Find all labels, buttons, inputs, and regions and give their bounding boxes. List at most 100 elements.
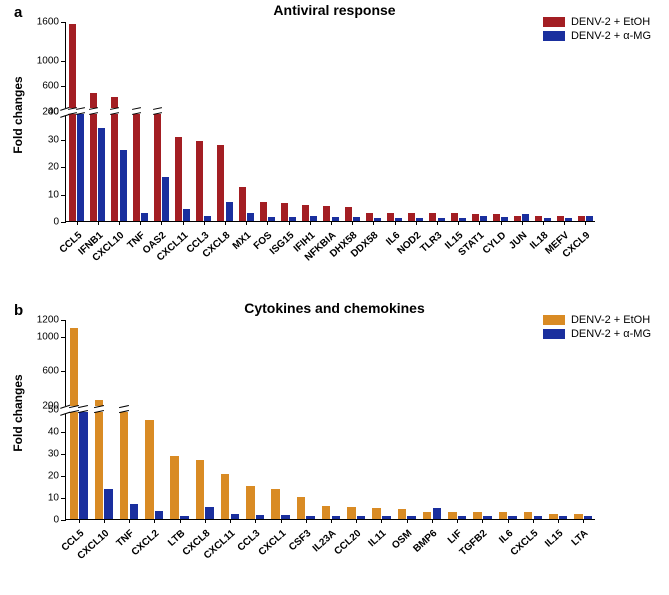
x-tick [230,519,231,523]
x-tick [564,221,565,225]
bar [310,216,317,222]
bar-break [154,108,161,114]
x-tick [205,519,206,523]
bar [535,216,542,222]
bar [130,504,138,519]
bar [271,489,279,519]
bar [183,209,190,221]
x-tick [522,221,523,225]
x-tick [373,221,374,225]
bar-break [79,406,87,412]
bar [95,400,103,519]
bar-break [70,406,78,412]
bar [302,205,309,222]
bar [353,217,360,221]
bar [322,506,330,519]
bar [423,512,431,519]
x-tick [98,221,99,225]
x-tick [331,519,332,523]
bar [438,218,445,221]
x-tick [482,519,483,523]
bar [584,516,592,519]
x-tick [432,519,433,523]
bar [407,516,415,519]
bar [196,141,203,221]
bar [226,202,233,221]
y-tick-label: 600 [42,366,66,377]
x-tick [501,221,502,225]
y-tick-label: 0 [53,217,66,228]
x-tick [129,519,130,523]
bar [357,516,365,519]
panel-b-ylabel: Fold changes [11,374,25,451]
x-tick [533,519,534,523]
x-tick [267,221,268,225]
bar [433,508,441,519]
bar [204,216,211,221]
bar-break [120,406,128,412]
x-tick [331,221,332,225]
x-tick [281,519,282,523]
bar [155,511,163,519]
bar [408,213,415,221]
x-tick [479,221,480,225]
bar [332,217,339,221]
bar [231,514,239,520]
y-tick-label: 40 [48,427,66,438]
bar [196,460,204,519]
bar [281,515,289,519]
bar [473,512,481,519]
x-tick [204,221,205,225]
x-tick [140,221,141,225]
bar [565,218,572,221]
panel-a: a Antiviral response DENV-2 + EtOHDENV-2… [0,0,669,298]
bar [549,514,557,520]
bar [120,407,128,519]
x-tick [558,519,559,523]
bar [559,516,567,519]
y-tick-label: 1000 [37,332,66,343]
bar [345,207,352,221]
bar [524,512,532,519]
bar [120,150,127,222]
bar [281,203,288,221]
bar [429,213,436,221]
panel-a-ylabel: Fold changes [11,76,25,153]
bar [247,213,254,221]
bar [221,474,229,519]
x-tick [457,519,458,523]
bar [111,97,118,221]
bar [508,516,516,519]
bar [448,512,456,519]
y-tick-label: 30 [48,449,66,460]
bar [289,217,296,221]
x-tick [458,221,459,225]
x-tick [356,519,357,523]
bar [451,213,458,221]
x-tick [583,519,584,523]
bar [323,206,330,221]
x-tick [306,519,307,523]
bar [387,213,394,221]
bar [141,213,148,221]
bar [366,213,373,221]
bar [260,202,267,221]
bar [306,516,314,519]
bar [175,137,182,221]
bar [480,216,487,222]
bar [239,187,246,221]
x-tick [77,221,78,225]
bar [398,509,406,519]
bar [154,111,161,221]
x-tick [180,519,181,523]
bar [268,217,275,221]
y-tick-label: 1600 [37,17,66,28]
bar [493,214,500,221]
x-tick [79,519,80,523]
x-tick [585,221,586,225]
x-tick [508,519,509,523]
bar [459,218,466,221]
bar [256,515,264,519]
bar [501,217,508,221]
bar-break [90,108,97,114]
